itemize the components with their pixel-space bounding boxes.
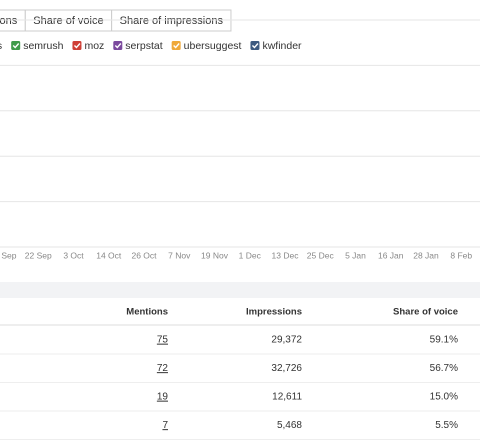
x-tick-label: 26 Oct (131, 250, 157, 260)
checkmark (73, 43, 81, 49)
mentions-link[interactable]: 7 (162, 420, 168, 431)
x-tick-label: 10 Sep (0, 250, 17, 260)
x-tick-label: 3 Oct (63, 250, 84, 260)
table-cell: 56.7% (430, 363, 458, 374)
x-tick-label: 14 Oct (96, 250, 122, 260)
table: Mentions Impressions Share of voice 75 29,37… (0, 307, 480, 440)
separator (0, 282, 480, 298)
table-cell: 29,372 (271, 335, 302, 346)
x-tick-label: 7 Nov (168, 250, 191, 260)
checkmark (12, 43, 20, 49)
x-tick-label: 13 Dec (272, 250, 300, 260)
table-cell: 5.5% (435, 420, 458, 431)
legend-label: moz (84, 40, 104, 52)
legend-label: semrush (23, 40, 63, 52)
x-tick-label: 1 Dec (239, 250, 262, 260)
tab-label: Share of voice (33, 15, 103, 27)
legend: ahrefs semrush moz serpstat ubersuggest kwfin… (0, 40, 302, 52)
mentions-link[interactable]: 72 (157, 363, 169, 374)
checkmark (114, 43, 122, 49)
table-cell: 59.1% (430, 335, 458, 346)
legend-checkbox (250, 41, 260, 50)
table-cell: 32,726 (271, 363, 302, 374)
legend-checkbox (113, 41, 123, 50)
column-header: Mentions (126, 307, 168, 318)
x-tick-label: 16 Jan (378, 250, 404, 260)
x-tick-label: 25 Dec (307, 250, 335, 260)
checkmark (173, 43, 180, 49)
mentions-link[interactable]: 19 (157, 392, 169, 403)
x-tick-label: 22 Sep (25, 250, 52, 260)
x-tick-label: 28 Jan (413, 250, 439, 260)
legend-label: ubersuggest (184, 40, 242, 52)
table-cell: 15.0% (430, 392, 458, 403)
legend-item[interactable]: kwfinder (250, 40, 302, 52)
legend-item[interactable]: ubersuggest (171, 40, 242, 52)
table-cell: 5,468 (277, 420, 302, 431)
x-tick-label: 8 Feb (450, 250, 472, 260)
legend-checkbox (11, 41, 21, 50)
column-header: Impressions (246, 307, 302, 318)
legend-label: kwfinder (262, 40, 302, 52)
legend-checkbox (72, 41, 82, 50)
legend-label: ahrefs (0, 40, 2, 52)
x-tick-label: 5 Jan (345, 250, 366, 260)
tab-label: Impressions (0, 15, 18, 27)
mentions-link[interactable]: 75 (157, 335, 169, 346)
column-header: Share of voice (393, 307, 458, 318)
legend-checkbox (171, 41, 181, 50)
legend-item[interactable]: moz (72, 40, 104, 52)
legend-item[interactable]: semrush (11, 40, 64, 52)
table-cell: 12,611 (272, 392, 302, 403)
plot: 10 Sep 22 Sep 3 Oct 14 Oct 26 Oct 7 Nov 19 Nov… (0, 19, 480, 260)
legend-item[interactable]: ahrefs (0, 40, 2, 52)
x-tick-label: 19 Nov (201, 250, 229, 260)
legend-item[interactable]: serpstat (113, 40, 163, 52)
checkmark (251, 43, 259, 49)
tab-label: Share of impressions (120, 15, 224, 27)
legend-label: serpstat (125, 40, 162, 52)
